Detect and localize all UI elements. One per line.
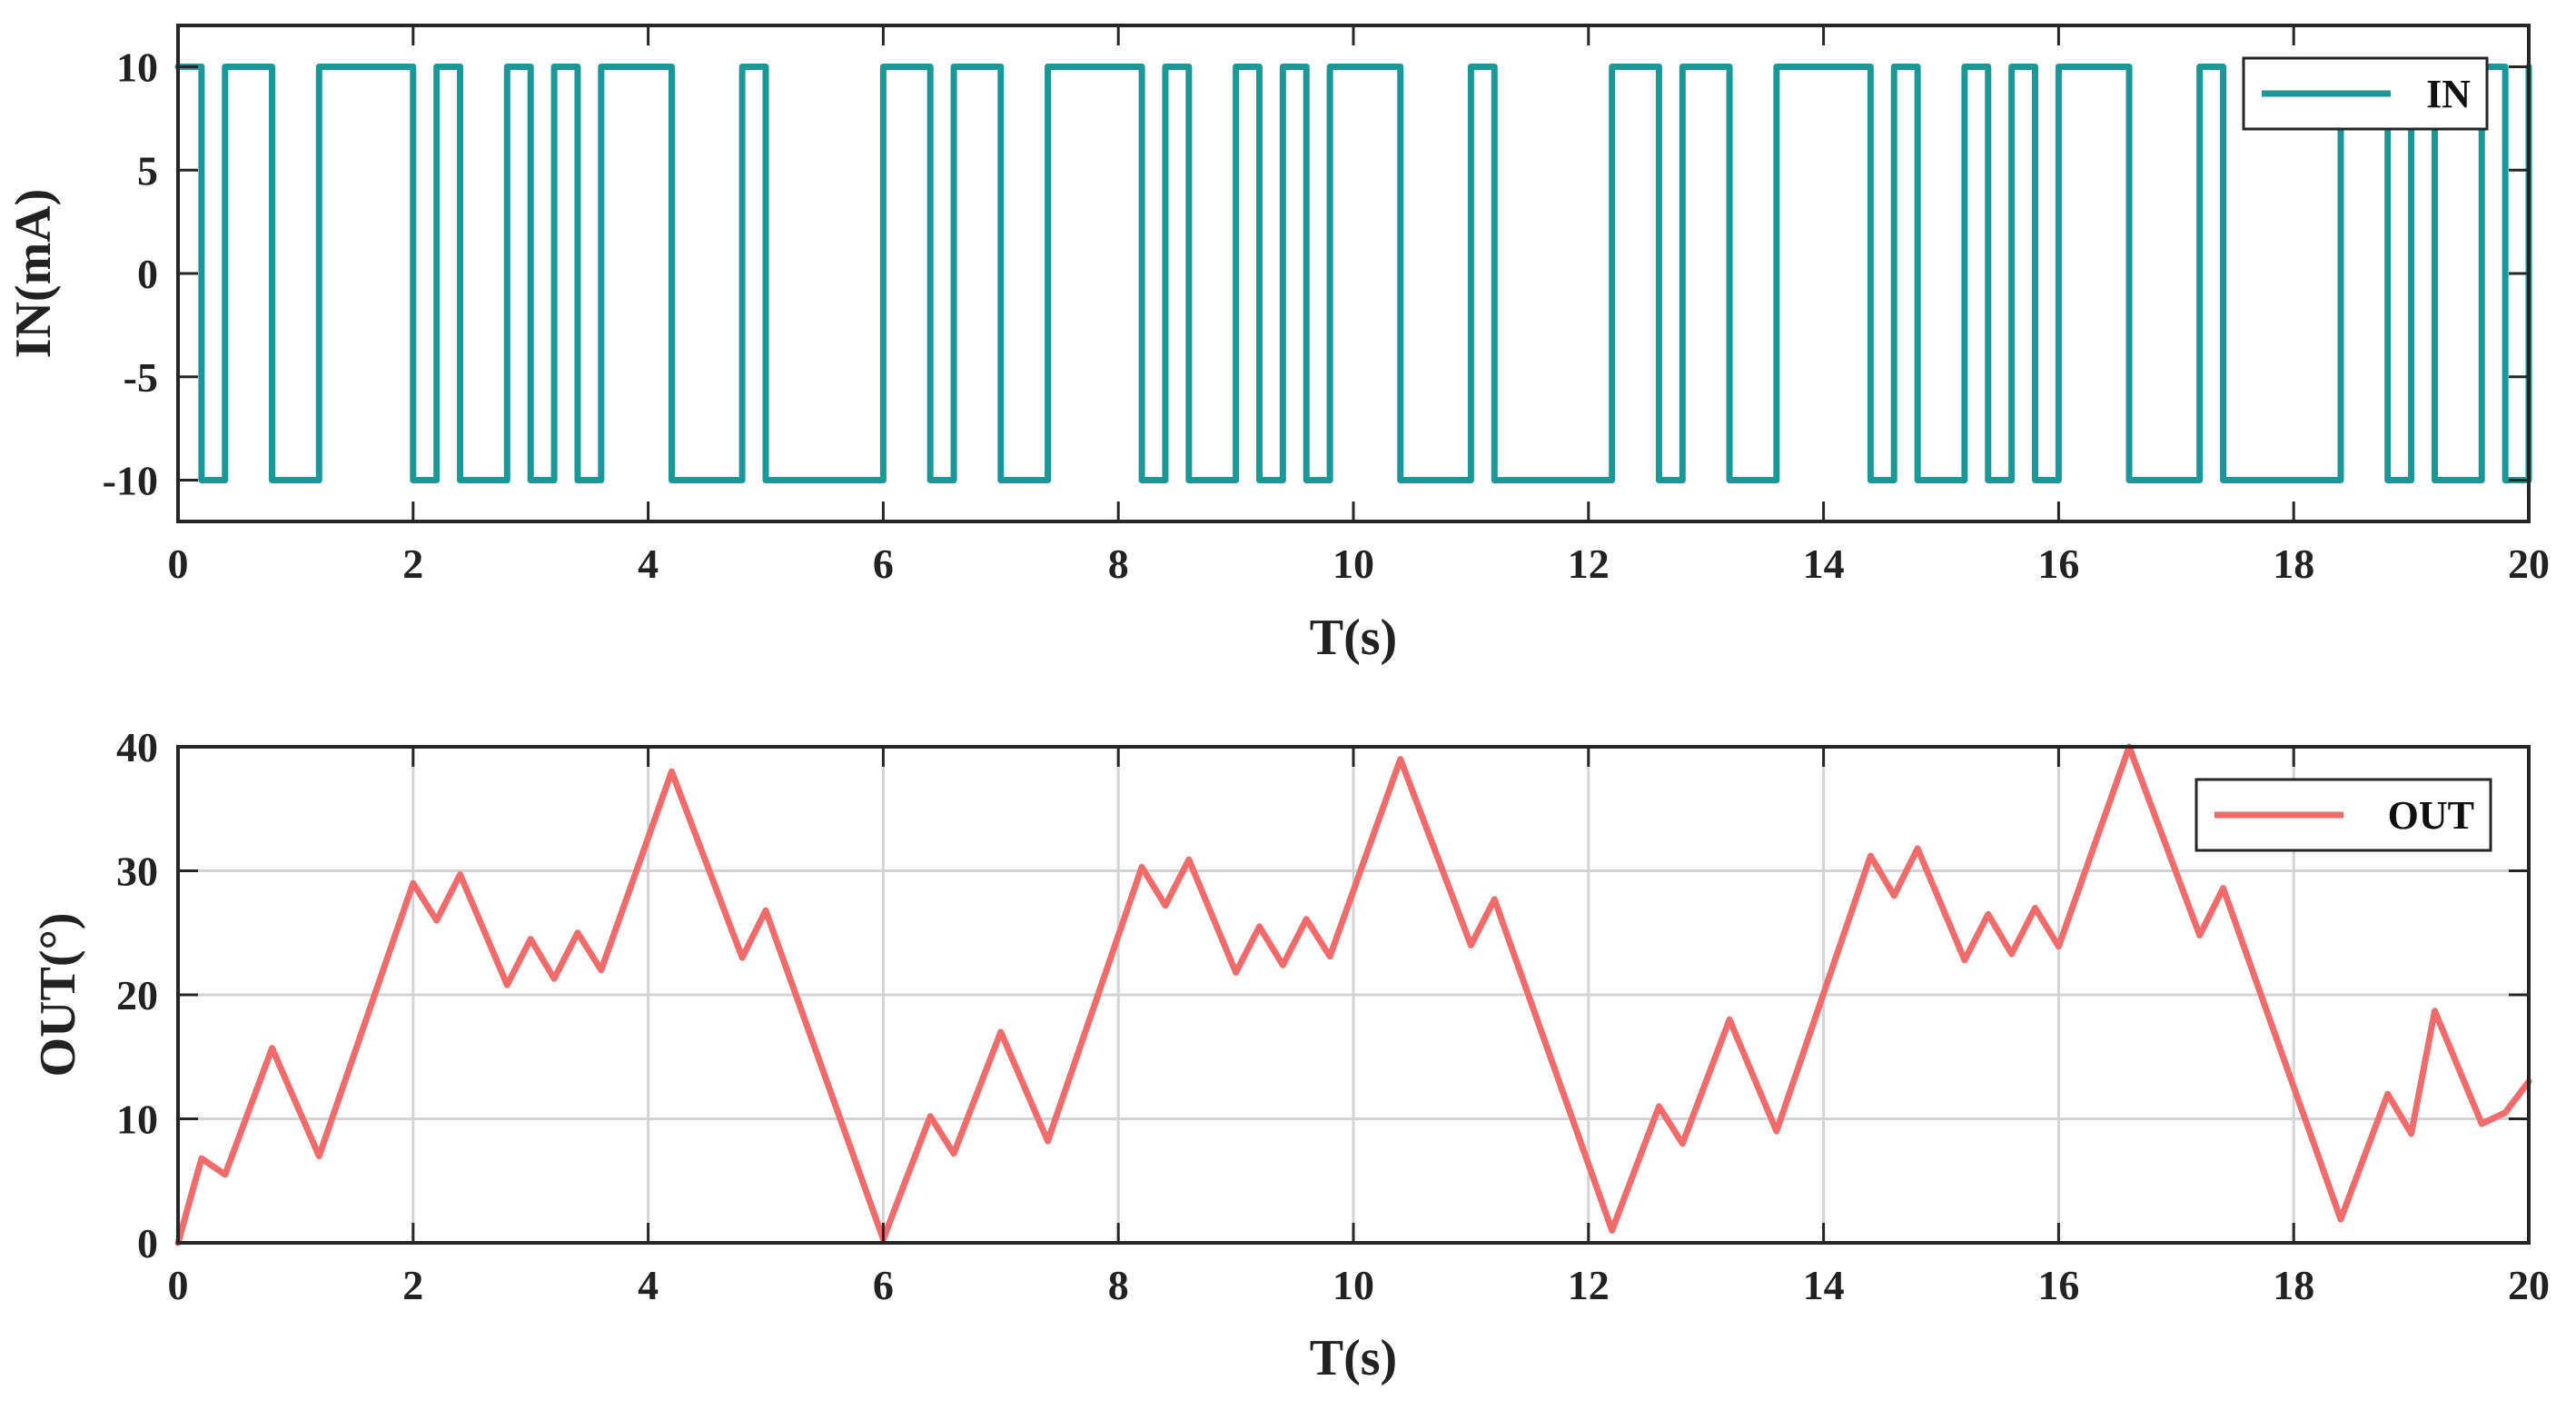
x-tick-label: 10: [1333, 541, 1374, 587]
x-tick-label: 2: [402, 1262, 423, 1308]
x-tick-label: 0: [168, 541, 189, 587]
x-tick-label: 14: [1803, 1262, 1845, 1308]
subplot-1: 0 2 4 6 8 10 12 14 16 18 20 -10 -5 0 5 10 T(s) IN(mA) IN: [5, 24, 2550, 666]
y-tick-label: 20: [116, 972, 158, 1018]
series-line-in: [174, 64, 2532, 483]
y-tick-label: 30: [116, 849, 158, 895]
y-tick-label: 10: [116, 1097, 158, 1143]
x-axis-label: T(s): [1310, 1330, 1397, 1386]
x-tick-label: 12: [1568, 1262, 1610, 1308]
x-tick-label: 6: [873, 541, 894, 587]
y-tick-label: 0: [137, 251, 158, 297]
y-tick-label: 0: [137, 1220, 158, 1266]
x-tick-label: 20: [2508, 541, 2550, 587]
subplot-2: 0 2 4 6 8 10 12 14 16 18 20 0 10 20 30 40 T(s) OUT(°) OUT: [30, 724, 2550, 1386]
x-tick-label: 18: [2273, 1262, 2314, 1308]
legend: IN: [2242, 56, 2489, 131]
x-tick-label: 4: [638, 1262, 659, 1308]
legend-label: IN: [2426, 72, 2471, 116]
legend-label: OUT: [2388, 793, 2474, 838]
x-tick-label: 16: [2037, 541, 2079, 587]
x-tick-label: 8: [1108, 541, 1129, 587]
legend: OUT: [2195, 778, 2492, 852]
x-tick-label: 10: [1333, 1262, 1374, 1308]
x-tick-label: 6: [873, 1262, 894, 1308]
x-tick-label: 20: [2508, 1262, 2550, 1308]
x-tick-label: 2: [402, 541, 423, 587]
y-axis-label: IN(mA): [5, 189, 62, 359]
x-tick-label: 0: [168, 1262, 189, 1308]
x-axis-label: T(s): [1310, 610, 1397, 666]
y-tick-label: 5: [137, 147, 158, 194]
y-tick-label: 40: [116, 724, 158, 770]
y-tick-label: -10: [103, 458, 158, 504]
x-tick-label: 12: [1568, 541, 1610, 587]
x-tick-label: 8: [1108, 1262, 1129, 1308]
x-tick-label: 14: [1803, 541, 1845, 587]
x-tick-label: 16: [2037, 1262, 2079, 1308]
x-tick-label: 4: [638, 541, 659, 587]
y-tick-label: -5: [124, 354, 158, 401]
x-tick-label: 18: [2273, 541, 2314, 587]
y-axis-label: OUT(°): [30, 912, 86, 1077]
y-tick-label: 10: [116, 45, 158, 91]
